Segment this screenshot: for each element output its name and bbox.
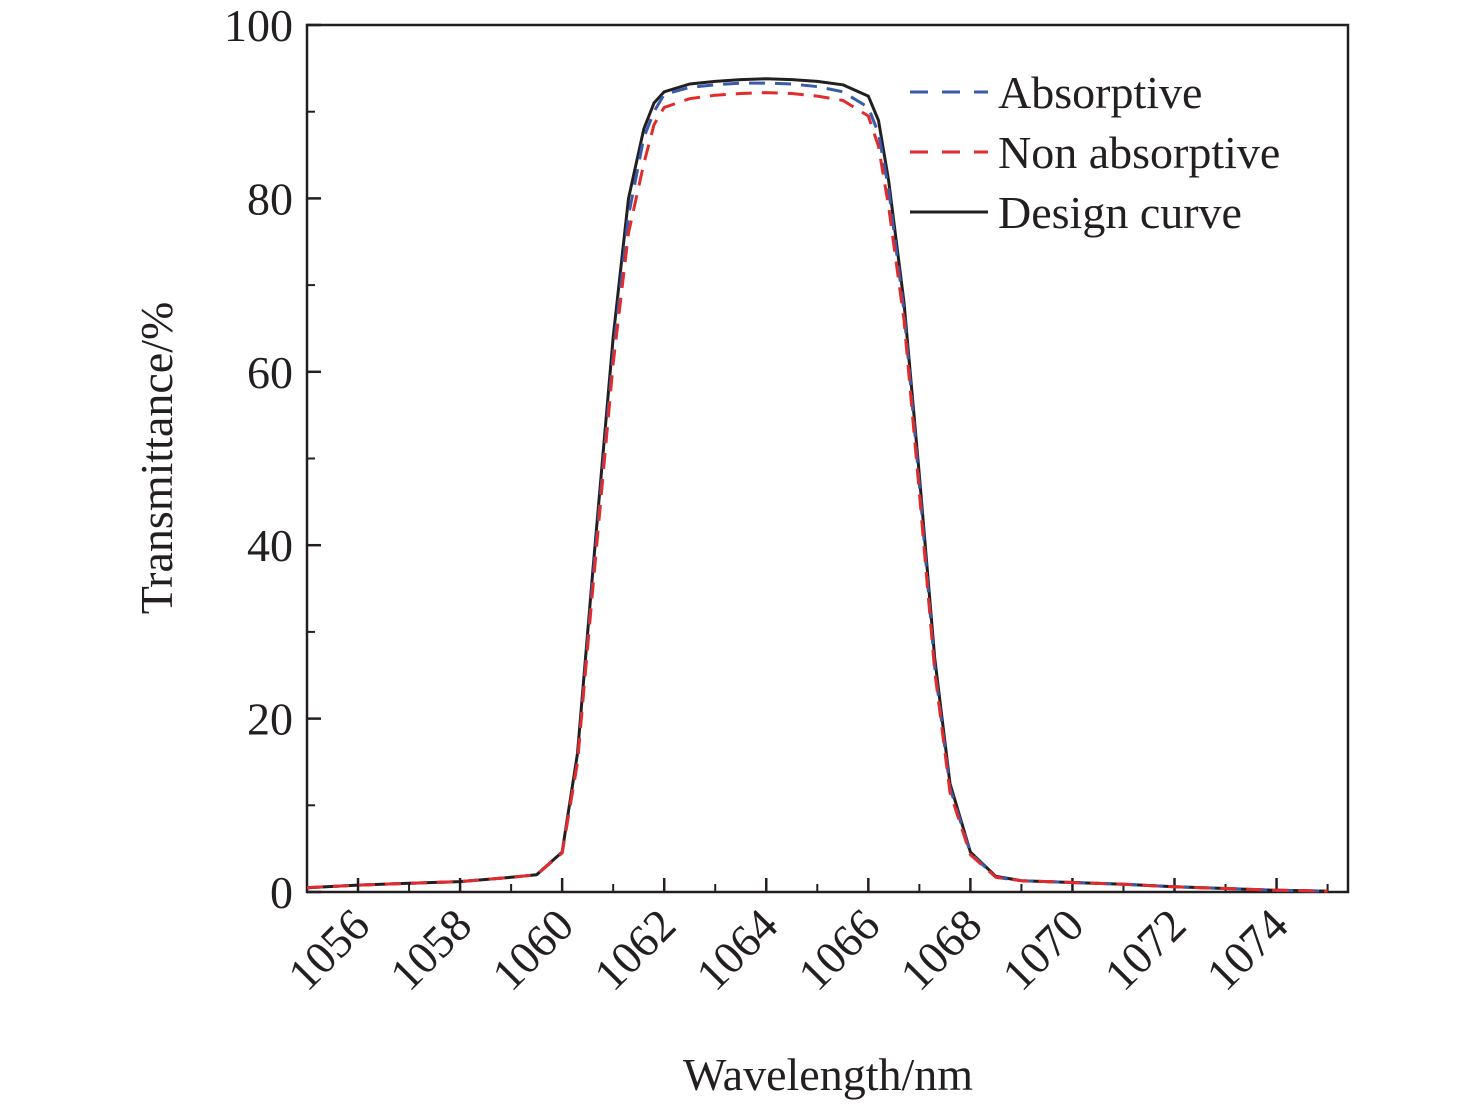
x-tick-label: 1064	[686, 899, 787, 1000]
x-tick-label: 1062	[584, 899, 685, 1000]
legend-label: Absorptive	[998, 67, 1202, 118]
y-tick-label: 0	[270, 867, 293, 918]
y-tick-label: 60	[247, 347, 293, 398]
x-tick-label: 1066	[788, 899, 889, 1000]
legend-label: Design curve	[998, 187, 1242, 238]
series-layer	[306, 77, 1328, 893]
x-tick-label: 1058	[380, 899, 481, 1000]
y-tick-label: 100	[224, 0, 293, 51]
series-line-non-absorptive	[306, 91, 1328, 893]
x-axis-ticks: 1056 1058 1060 1062 1064 1066 1068 1070 1072 1074	[278, 878, 1329, 1000]
y-tick-label: 20	[247, 694, 293, 745]
x-tick-label: 1072	[1094, 899, 1195, 1000]
y-axis-title: Transmittance/%	[131, 302, 182, 615]
x-tick-label: 1074	[1197, 899, 1298, 1000]
legend: Absorptive Non absorptive Design curve	[910, 67, 1280, 238]
x-tick-label: 1056	[278, 899, 379, 1000]
y-tick-label: 40	[247, 520, 293, 571]
x-tick-label: 1068	[890, 899, 991, 1000]
y-axis-ticks: 0 20 40 60 80 100	[224, 0, 321, 918]
x-tick-label: 1060	[482, 899, 583, 1000]
x-axis-title: Wavelength/nm	[683, 1049, 973, 1100]
x-tick-label: 1070	[992, 899, 1093, 1000]
legend-label: Non absorptive	[998, 127, 1280, 178]
y-tick-label: 80	[247, 173, 293, 224]
